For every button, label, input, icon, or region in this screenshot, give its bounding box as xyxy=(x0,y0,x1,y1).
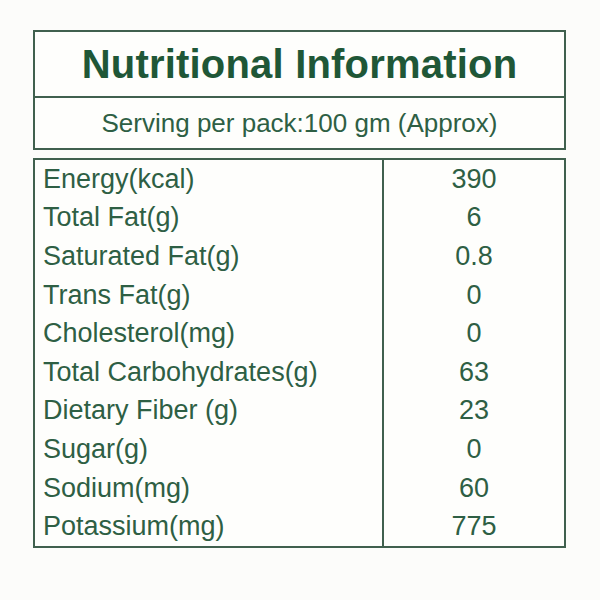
nutrient-value: 0.8 xyxy=(382,237,564,276)
nutrient-name: Sugar(g) xyxy=(35,430,382,469)
nutrient-name: Sodium(mg) xyxy=(35,469,382,508)
table-row: Sugar(g) 0 xyxy=(35,430,564,469)
nutrient-value: 60 xyxy=(382,469,564,508)
nutrient-value: 0 xyxy=(382,430,564,469)
table-row: Cholesterol(mg) 0 xyxy=(35,314,564,353)
page-title: Nutritional Information xyxy=(82,42,518,87)
nutrient-name: Energy(kcal) xyxy=(35,160,382,199)
nutrient-name: Total Carbohydrates(g) xyxy=(35,353,382,392)
table-row: Sodium(mg) 60 xyxy=(35,469,564,508)
table-row: Total Carbohydrates(g) 63 xyxy=(35,353,564,392)
nutrient-name: Trans Fat(g) xyxy=(35,276,382,315)
nutrients-table: Energy(kcal) 390 Total Fat(g) 6 Saturate… xyxy=(33,158,566,548)
nutrition-label: Nutritional Information Serving per pack… xyxy=(33,30,566,548)
title-box: Nutritional Information xyxy=(33,30,566,98)
nutrient-name: Potassium(mg) xyxy=(35,507,382,546)
serving-per-pack-text: Serving per pack:100 gm (Approx) xyxy=(102,108,498,139)
nutrient-value: 390 xyxy=(382,160,564,199)
nutrient-name: Total Fat(g) xyxy=(35,199,382,238)
table-row: Dietary Fiber (g) 23 xyxy=(35,392,564,431)
nutrient-value: 63 xyxy=(382,353,564,392)
nutrient-value: 0 xyxy=(382,276,564,315)
table-row: Total Fat(g) 6 xyxy=(35,199,564,238)
nutrient-value: 23 xyxy=(382,392,564,431)
nutrient-name: Saturated Fat(g) xyxy=(35,237,382,276)
table-row: Energy(kcal) 390 xyxy=(35,160,564,199)
serving-box: Serving per pack:100 gm (Approx) xyxy=(33,96,566,150)
table-row: Potassium(mg) 775 xyxy=(35,507,564,546)
nutrient-value: 6 xyxy=(382,199,564,238)
table-row: Trans Fat(g) 0 xyxy=(35,276,564,315)
nutrient-name: Dietary Fiber (g) xyxy=(35,392,382,431)
nutrient-value: 0 xyxy=(382,314,564,353)
nutrient-value: 775 xyxy=(382,507,564,546)
table-row: Saturated Fat(g) 0.8 xyxy=(35,237,564,276)
nutrient-name: Cholesterol(mg) xyxy=(35,314,382,353)
